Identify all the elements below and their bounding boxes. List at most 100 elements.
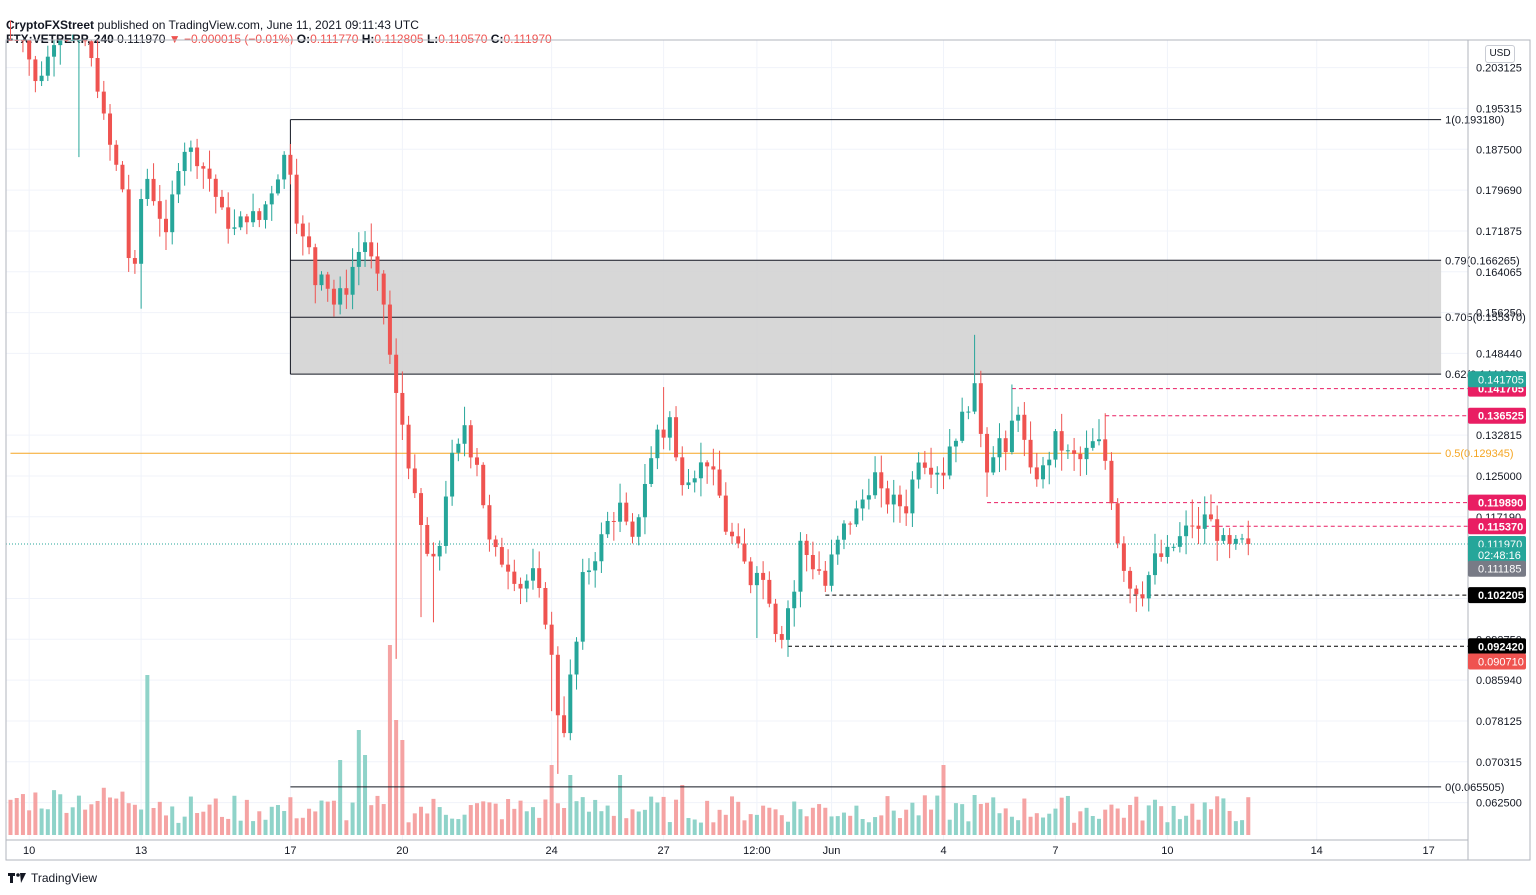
volume-bar (661, 796, 666, 835)
volume-bar (120, 791, 125, 835)
resistance-price-tag (1468, 494, 1526, 511)
volume-bar (419, 806, 424, 835)
volume-bar (786, 821, 790, 835)
y-tick-label: 0.156250 (1476, 308, 1522, 320)
candle-body (711, 466, 716, 470)
volume-bar (642, 809, 647, 835)
candle-body (493, 539, 498, 548)
volume-bar (238, 820, 243, 835)
footer-brand: TradingView (8, 871, 97, 885)
publisher-name: CryptoFXStreet (6, 18, 95, 32)
candle-body (176, 171, 181, 195)
candle-body (387, 304, 392, 355)
candle-body (537, 568, 542, 589)
volume-bar (1121, 817, 1126, 835)
candle-body (344, 288, 349, 295)
candle-body (1097, 439, 1101, 442)
candle-body (1221, 535, 1226, 541)
volume-bar (1053, 808, 1058, 835)
candle-body (904, 506, 909, 514)
volume-bar (232, 795, 237, 835)
volume-bar (1227, 810, 1232, 835)
volume-bar (331, 800, 336, 835)
volume-bar (549, 765, 554, 835)
candle-body (114, 144, 119, 165)
volume-bar (748, 814, 753, 835)
candle-body (586, 570, 591, 573)
currency-button[interactable]: USD (1485, 45, 1515, 63)
volume-bar (394, 720, 399, 835)
volume-bar (978, 803, 983, 835)
fib-zone: 1(0.193180) 0.79(0.166265) 0.705(0.155370)… (10, 115, 1526, 794)
candle-body (83, 40, 88, 42)
axis-price-tag (1468, 653, 1526, 670)
candle-body (263, 204, 268, 220)
volume-bar (530, 807, 535, 835)
candle-body (1072, 450, 1077, 454)
volume-bar (369, 805, 374, 835)
volume-bar (188, 796, 193, 835)
x-tick-label: 12:00 (743, 845, 771, 857)
candle-body (941, 472, 946, 476)
volume-bar (257, 811, 262, 835)
candle-body (238, 216, 243, 228)
candle-body (786, 608, 790, 640)
volume-bar (325, 801, 330, 835)
candle-body (674, 417, 679, 458)
candle-body (630, 521, 635, 537)
y-tick-label: 0.062500 (1476, 798, 1522, 810)
candle-body (562, 715, 567, 734)
candle-body (275, 179, 280, 194)
volume-bar (1177, 819, 1182, 835)
volume-bar (126, 803, 131, 835)
level-price-label: 0.092420 (1478, 641, 1524, 653)
candle-body (406, 424, 411, 469)
high-value: 0.112805 (374, 32, 424, 46)
axis-price-tag (1468, 547, 1526, 564)
footer-brand-label: TradingView (31, 871, 98, 885)
candle-body (182, 151, 187, 172)
candle-body (282, 154, 287, 180)
candle-body (605, 520, 610, 535)
candle-body (885, 488, 890, 505)
volume-bar (991, 797, 996, 835)
volume-bar (487, 802, 492, 835)
candle-body (599, 534, 604, 562)
volume-bar (20, 794, 25, 835)
candle-body (1034, 467, 1039, 480)
volume-bar (1215, 796, 1220, 835)
volume-bar (1109, 804, 1114, 835)
candle-body (412, 468, 417, 494)
candle-body (188, 147, 193, 152)
candle-body (33, 59, 38, 82)
volume-bar (462, 814, 467, 835)
volume-bar (101, 787, 106, 835)
candle-body (232, 227, 237, 229)
candle-body (1047, 459, 1052, 466)
resistance-price-tag (1468, 407, 1526, 424)
volume-bar (145, 675, 150, 835)
candle-body (835, 539, 840, 555)
volume-bar (1152, 799, 1157, 835)
volume-bar (910, 802, 915, 835)
volume-bar (555, 803, 560, 835)
volume-bar (798, 809, 803, 835)
low-value: 0.110570 (438, 32, 488, 46)
volume-bar (207, 804, 212, 835)
candle-body (935, 472, 940, 475)
level-price-label: 0.102205 (1478, 590, 1524, 602)
candle-body (705, 462, 710, 467)
volume-bar (779, 815, 784, 835)
volume-bar (810, 807, 815, 835)
volume-bar (897, 818, 902, 835)
candle-body (1003, 438, 1008, 453)
volume-bar (381, 804, 386, 835)
candle-body (456, 443, 461, 453)
close-label: C: (490, 32, 504, 46)
symbol-label: FTX:VETPERP, 240 (6, 32, 114, 46)
level-price-label: 0.136525 (1478, 411, 1524, 423)
volume-bar (437, 807, 442, 835)
candle-body (1078, 453, 1083, 460)
candle-body (624, 502, 629, 522)
